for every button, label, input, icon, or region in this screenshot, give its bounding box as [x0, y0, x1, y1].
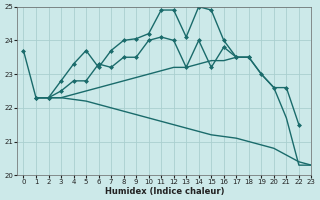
- X-axis label: Humidex (Indice chaleur): Humidex (Indice chaleur): [105, 187, 224, 196]
